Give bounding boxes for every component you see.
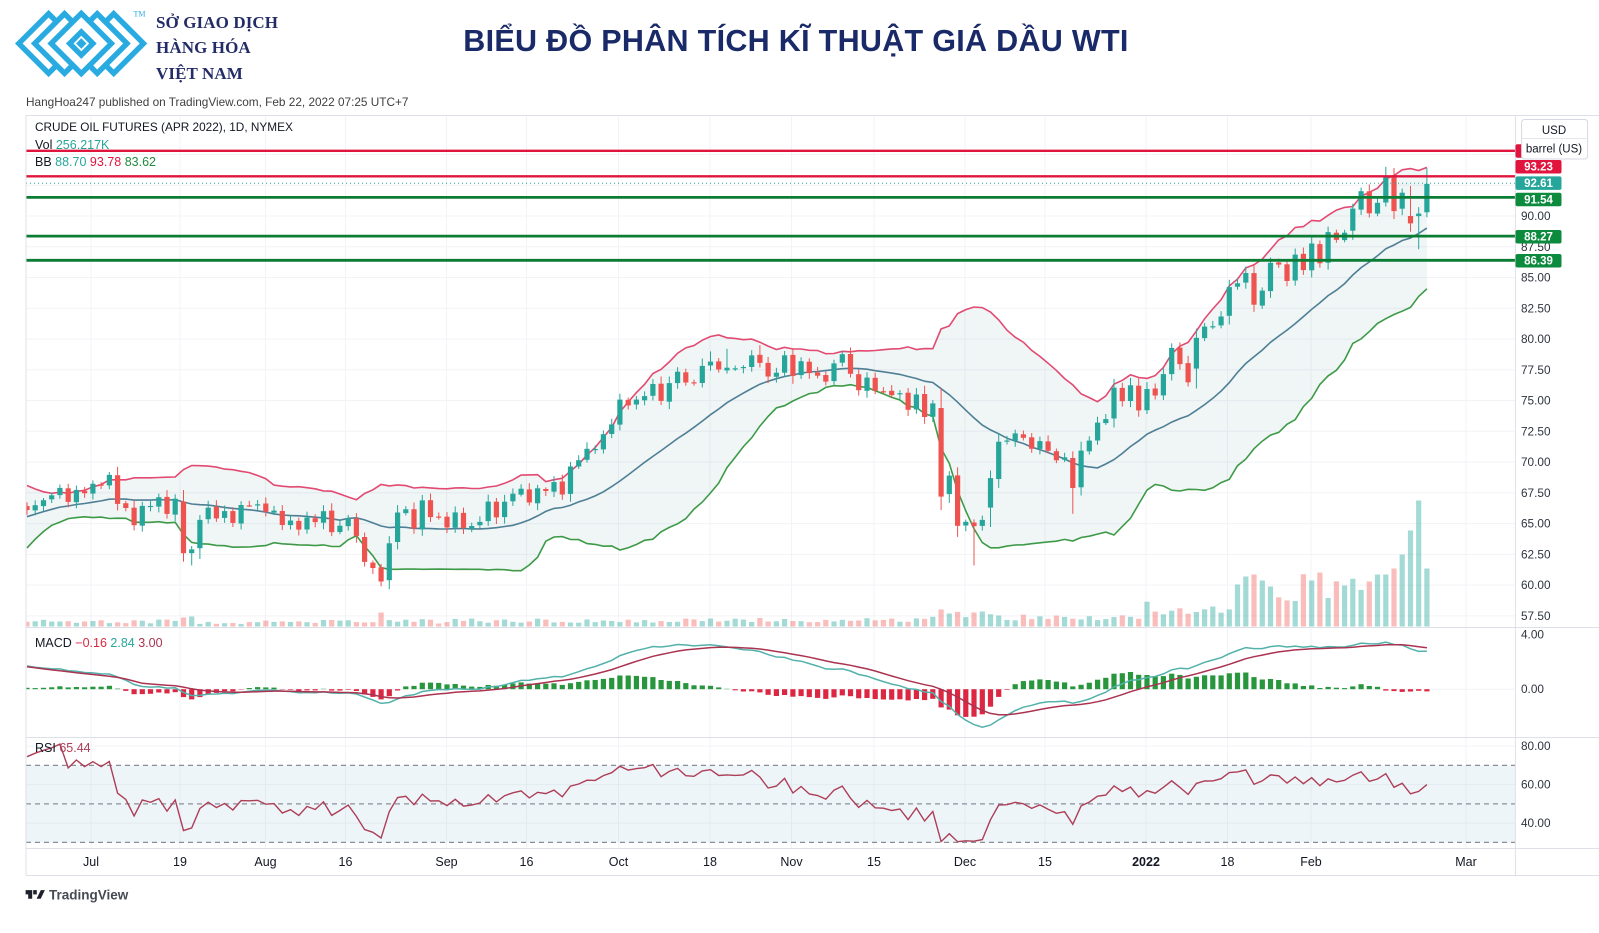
svg-text:72.50: 72.50 — [1521, 424, 1551, 438]
svg-text:90.00: 90.00 — [1521, 209, 1551, 223]
svg-text:BB 88.70 93.78 83.62: BB 88.70 93.78 83.62 — [35, 155, 156, 169]
svg-text:16: 16 — [520, 855, 534, 869]
svg-text:80.00: 80.00 — [1521, 739, 1551, 753]
svg-text:Oct: Oct — [609, 855, 629, 869]
svg-text:Nov: Nov — [780, 855, 803, 869]
svg-text:93.23: 93.23 — [1524, 162, 1553, 174]
svg-text:MACD −0.16 2.84 3.00: MACD −0.16 2.84 3.00 — [35, 636, 163, 650]
svg-text:91.54: 91.54 — [1524, 194, 1553, 206]
svg-text:18: 18 — [703, 855, 717, 869]
svg-text:40.00: 40.00 — [1521, 816, 1551, 830]
svg-text:16: 16 — [339, 855, 353, 869]
svg-text:2022: 2022 — [1132, 855, 1160, 869]
svg-text:4.00: 4.00 — [1521, 628, 1544, 642]
svg-text:65.00: 65.00 — [1521, 517, 1551, 531]
svg-text:80.00: 80.00 — [1521, 332, 1551, 346]
svg-text:Sep: Sep — [435, 855, 457, 869]
svg-text:TM: TM — [134, 10, 146, 19]
svg-text:75.00: 75.00 — [1521, 394, 1551, 408]
svg-text:CRUDE OIL FUTURES (APR 2022),: CRUDE OIL FUTURES (APR 2022), 1D, NYMEX — [35, 120, 293, 134]
svg-text:60.00: 60.00 — [1521, 578, 1551, 592]
svg-text:15: 15 — [1038, 855, 1052, 869]
svg-text:60.00: 60.00 — [1521, 778, 1551, 792]
svg-text:Dec: Dec — [954, 855, 976, 869]
svg-text:88.27: 88.27 — [1524, 232, 1553, 244]
svg-text:77.50: 77.50 — [1521, 363, 1551, 377]
svg-text:86.39: 86.39 — [1524, 256, 1553, 268]
svg-text:15: 15 — [867, 855, 881, 869]
svg-text:RSI 65.44: RSI 65.44 — [35, 741, 91, 755]
svg-text:0.00: 0.00 — [1521, 682, 1544, 696]
svg-text:57.50: 57.50 — [1521, 609, 1551, 623]
svg-text:92.61: 92.61 — [1524, 178, 1553, 190]
svg-text:Vol 256.217K: Vol 256.217K — [35, 138, 110, 152]
svg-text:82.50: 82.50 — [1521, 301, 1551, 315]
svg-text:Mar: Mar — [1455, 855, 1477, 869]
svg-text:Feb: Feb — [1300, 855, 1322, 869]
svg-text:85.00: 85.00 — [1521, 271, 1551, 285]
svg-text:70.00: 70.00 — [1521, 455, 1551, 469]
svg-text:Aug: Aug — [254, 855, 276, 869]
svg-text:USD: USD — [1542, 125, 1566, 137]
svg-text:TradingView: TradingView — [49, 888, 129, 903]
svg-text:Jul: Jul — [83, 855, 99, 869]
svg-text:18: 18 — [1221, 855, 1235, 869]
svg-text:62.50: 62.50 — [1521, 547, 1551, 561]
svg-text:19: 19 — [173, 855, 187, 869]
svg-text:barrel (US): barrel (US) — [1526, 144, 1582, 156]
svg-text:67.50: 67.50 — [1521, 486, 1551, 500]
